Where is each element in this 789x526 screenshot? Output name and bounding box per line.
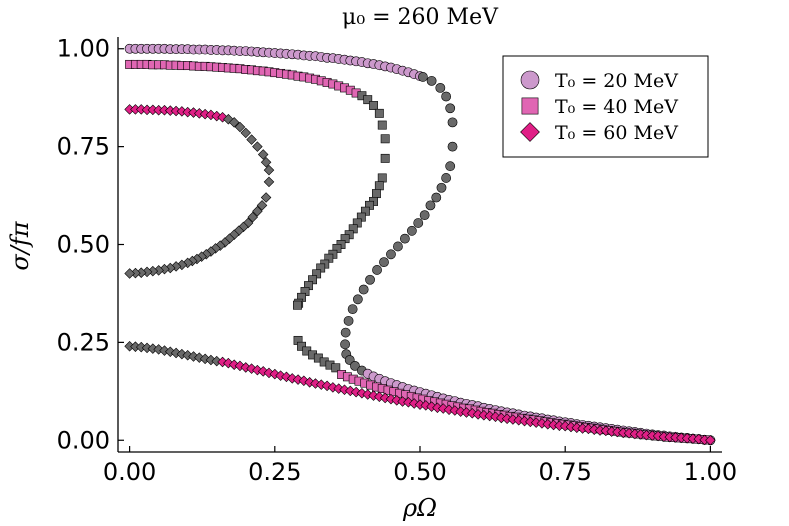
square-unstable-point xyxy=(377,120,387,130)
circle-unstable-point xyxy=(352,294,363,305)
y-tick-label: 0.50 xyxy=(57,231,110,259)
diamond-unstable-point xyxy=(219,237,231,248)
diamond-unstable-point xyxy=(257,149,269,160)
diamond-stable-point xyxy=(705,435,716,446)
circle-unstable-point xyxy=(445,161,456,172)
diamond-unstable-point xyxy=(263,164,275,176)
square-unstable-point xyxy=(331,363,341,373)
square-unstable-point xyxy=(369,101,378,110)
diamond-unstable-point xyxy=(124,268,135,279)
legend-label: T₀ = 40 MeV xyxy=(555,96,678,118)
diamond-unstable-point xyxy=(247,211,258,223)
diamond-unstable-point xyxy=(170,261,182,272)
diamond-unstable-point xyxy=(260,157,272,168)
circle-unstable-point xyxy=(340,327,351,338)
circle-unstable-point xyxy=(441,91,452,102)
x-tick-label: 0.75 xyxy=(538,458,591,486)
circle-unstable-point xyxy=(447,141,458,152)
legend-entries: T₀ = 20 MeV T₀ = 40 MeV T₀ = 60 MeV xyxy=(520,70,678,144)
circle-unstable-point xyxy=(426,75,437,86)
square-unstable-point xyxy=(363,95,373,105)
y-tick-label: 0.75 xyxy=(57,133,110,161)
x-tick-label: 0.50 xyxy=(393,458,446,486)
y-tick-label: 1.00 xyxy=(57,35,110,63)
legend-marker-circle xyxy=(520,70,540,90)
x-tick-label: 0.00 xyxy=(103,458,156,486)
circle-unstable-point xyxy=(399,233,410,244)
diamond-unstable-point xyxy=(199,353,211,365)
diamond-stable-point xyxy=(211,110,222,122)
diamond-stable-point xyxy=(252,364,263,376)
circle-unstable-point xyxy=(379,257,389,268)
y-tick-label: 0.00 xyxy=(57,426,110,454)
circle-unstable-point xyxy=(343,315,354,326)
y-axis-title: σ/fπ xyxy=(6,220,34,270)
diamond-unstable-point xyxy=(234,121,246,133)
diamond-stable-point xyxy=(345,385,356,397)
square-unstable-point xyxy=(374,108,384,118)
diamond-unstable-point xyxy=(246,134,257,145)
circle-unstable-point xyxy=(425,200,436,211)
legend-marker-diamond xyxy=(520,122,540,142)
x-tick-label: 0.25 xyxy=(248,458,301,486)
circle-unstable-point xyxy=(436,182,447,193)
y-ticks: 0.00 0.25 0.50 0.75 1.00 xyxy=(57,35,124,454)
circle-unstable-point xyxy=(431,192,442,203)
diamond-unstable-point xyxy=(240,127,252,139)
circle-unstable-point xyxy=(435,82,446,93)
legend-label: T₀ = 20 MeV xyxy=(555,70,678,92)
diamond-unstable-point xyxy=(242,217,254,229)
square-unstable-point xyxy=(374,181,384,191)
square-unstable-point xyxy=(380,134,390,144)
circle-unstable-point xyxy=(413,218,424,228)
diamond-stable-point xyxy=(246,363,257,374)
circle-unstable-point xyxy=(340,339,350,350)
circle-unstable-point xyxy=(447,117,458,128)
square-unstable-point xyxy=(293,300,302,310)
diamond-stable-point xyxy=(240,362,252,373)
diamond-unstable-point xyxy=(214,240,226,251)
circle-unstable-point xyxy=(347,304,358,314)
diamond-stable-point xyxy=(234,360,246,372)
diamond-unstable-point xyxy=(256,200,268,211)
diamond-unstable-point xyxy=(153,344,164,355)
diamond-unstable-point xyxy=(260,192,272,203)
diamond-unstable-point xyxy=(224,233,235,244)
diamond-unstable-point xyxy=(252,205,263,217)
circle-unstable-point xyxy=(441,173,452,183)
circle-unstable-point xyxy=(350,360,360,371)
legend-label: T₀ = 60 MeV xyxy=(555,122,678,144)
diamond-unstable-point xyxy=(252,141,263,152)
circle-unstable-point xyxy=(358,284,369,295)
circle-unstable-point xyxy=(372,265,382,275)
chart-title: μ₀ = 260 MeV xyxy=(342,5,499,30)
diamond-unstable-point xyxy=(196,251,207,262)
x-axis-title: ρΩ xyxy=(402,494,437,522)
circle-unstable-point xyxy=(418,72,428,82)
square-unstable-point xyxy=(372,189,381,199)
x-tick-label: 1.00 xyxy=(684,458,737,486)
diamond-unstable-point xyxy=(263,176,275,188)
x-ticks: 0.00 0.25 0.50 0.75 1.00 xyxy=(103,446,737,486)
circle-unstable-point xyxy=(386,249,396,260)
square-unstable-point xyxy=(297,341,306,351)
square-unstable-point xyxy=(377,173,387,183)
y-tick-label: 0.25 xyxy=(57,328,110,356)
diamond-unstable-point xyxy=(176,259,188,271)
data-markers xyxy=(124,43,716,446)
circle-unstable-point xyxy=(406,225,417,236)
legend: T₀ = 20 MeV T₀ = 40 MeV T₀ = 60 MeV xyxy=(502,55,709,158)
circle-unstable-point xyxy=(393,241,403,252)
square-unstable-point xyxy=(380,153,390,163)
legend-marker-square xyxy=(521,97,539,115)
diamond-unstable-point xyxy=(228,117,240,128)
diamond-stable-point xyxy=(228,359,240,370)
circle-unstable-point xyxy=(365,274,375,285)
series-diamond xyxy=(124,104,716,446)
circle-unstable-point xyxy=(445,103,456,114)
circle-unstable-point xyxy=(419,210,430,221)
